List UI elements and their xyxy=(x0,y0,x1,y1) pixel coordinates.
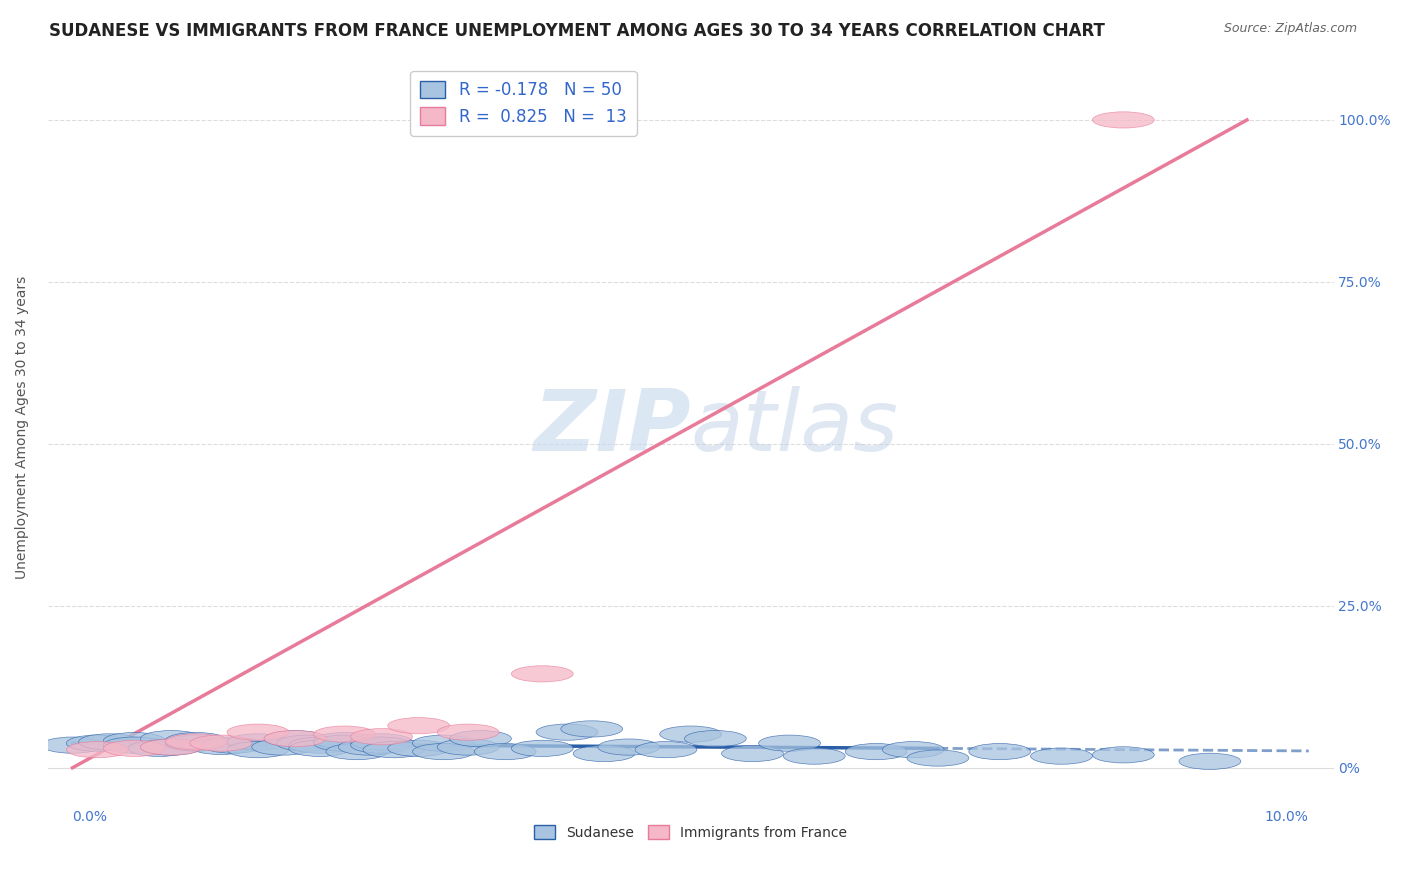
Ellipse shape xyxy=(314,732,375,748)
Ellipse shape xyxy=(252,739,314,756)
Ellipse shape xyxy=(326,744,388,760)
Ellipse shape xyxy=(783,748,845,764)
Ellipse shape xyxy=(388,740,450,756)
Ellipse shape xyxy=(165,732,226,748)
Text: Source: ZipAtlas.com: Source: ZipAtlas.com xyxy=(1223,22,1357,36)
Ellipse shape xyxy=(277,735,339,751)
Ellipse shape xyxy=(1092,747,1154,763)
Ellipse shape xyxy=(574,746,636,762)
Legend: Sudanese, Immigrants from France: Sudanese, Immigrants from France xyxy=(529,820,852,846)
Y-axis label: Unemployment Among Ages 30 to 34 years: Unemployment Among Ages 30 to 34 years xyxy=(15,276,30,579)
Ellipse shape xyxy=(350,729,412,745)
Ellipse shape xyxy=(363,741,425,757)
Ellipse shape xyxy=(104,740,165,756)
Text: SUDANESE VS IMMIGRANTS FROM FRANCE UNEMPLOYMENT AMONG AGES 30 TO 34 YEARS CORREL: SUDANESE VS IMMIGRANTS FROM FRANCE UNEMP… xyxy=(49,22,1105,40)
Ellipse shape xyxy=(1180,753,1240,770)
Ellipse shape xyxy=(66,735,128,751)
Text: 0.0%: 0.0% xyxy=(73,810,107,824)
Ellipse shape xyxy=(350,737,412,753)
Ellipse shape xyxy=(165,735,226,751)
Ellipse shape xyxy=(288,740,350,756)
Ellipse shape xyxy=(141,739,202,756)
Ellipse shape xyxy=(42,737,104,753)
Ellipse shape xyxy=(450,731,512,747)
Ellipse shape xyxy=(190,735,252,751)
Ellipse shape xyxy=(512,665,574,682)
Ellipse shape xyxy=(202,737,264,753)
Ellipse shape xyxy=(190,739,252,755)
Ellipse shape xyxy=(264,731,326,747)
Ellipse shape xyxy=(1092,112,1154,128)
Ellipse shape xyxy=(226,724,288,740)
Ellipse shape xyxy=(141,739,202,756)
Ellipse shape xyxy=(1031,748,1092,764)
Ellipse shape xyxy=(165,734,226,750)
Ellipse shape xyxy=(141,731,202,747)
Ellipse shape xyxy=(288,737,350,753)
Ellipse shape xyxy=(226,741,288,757)
Text: 10.0%: 10.0% xyxy=(1265,810,1309,824)
Text: ZIP: ZIP xyxy=(533,386,690,469)
Ellipse shape xyxy=(314,726,375,742)
Ellipse shape xyxy=(598,739,659,756)
Ellipse shape xyxy=(66,741,128,757)
Ellipse shape xyxy=(845,744,907,760)
Ellipse shape xyxy=(561,721,623,737)
Ellipse shape xyxy=(659,726,721,742)
Ellipse shape xyxy=(969,744,1031,760)
Ellipse shape xyxy=(104,737,165,753)
Ellipse shape xyxy=(226,734,288,750)
Ellipse shape xyxy=(437,724,499,740)
Ellipse shape xyxy=(759,735,821,751)
Ellipse shape xyxy=(128,740,190,756)
Ellipse shape xyxy=(264,731,326,747)
Ellipse shape xyxy=(314,735,375,751)
Ellipse shape xyxy=(636,741,697,757)
Ellipse shape xyxy=(79,734,141,750)
Ellipse shape xyxy=(339,739,401,756)
Ellipse shape xyxy=(412,735,474,751)
Ellipse shape xyxy=(721,746,783,762)
Ellipse shape xyxy=(474,744,536,760)
Ellipse shape xyxy=(536,724,598,740)
Ellipse shape xyxy=(907,750,969,766)
Ellipse shape xyxy=(882,741,943,757)
Text: atlas: atlas xyxy=(690,386,898,469)
Ellipse shape xyxy=(388,717,450,734)
Ellipse shape xyxy=(350,734,412,750)
Ellipse shape xyxy=(412,744,474,760)
Ellipse shape xyxy=(685,731,747,747)
Ellipse shape xyxy=(512,740,574,756)
Ellipse shape xyxy=(437,739,499,756)
Ellipse shape xyxy=(104,732,165,748)
